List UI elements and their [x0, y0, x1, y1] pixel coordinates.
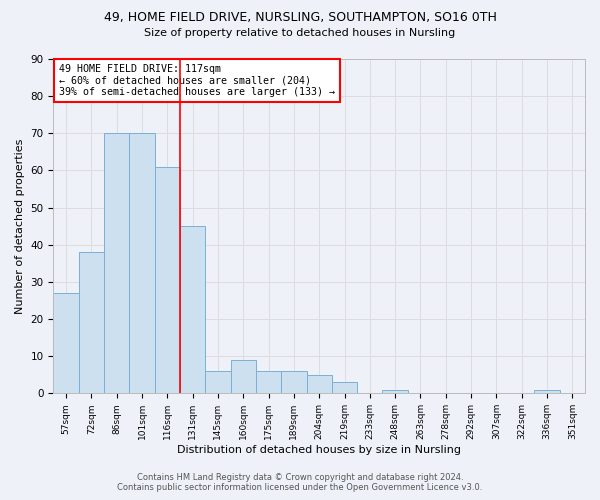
Bar [104, 134, 130, 394]
Bar [230, 360, 256, 394]
Text: Contains HM Land Registry data © Crown copyright and database right 2024.
Contai: Contains HM Land Registry data © Crown c… [118, 473, 482, 492]
Bar [535, 390, 560, 394]
Bar [155, 166, 180, 394]
Bar [205, 371, 230, 394]
Text: 49, HOME FIELD DRIVE, NURSLING, SOUTHAMPTON, SO16 0TH: 49, HOME FIELD DRIVE, NURSLING, SOUTHAMP… [104, 11, 496, 24]
Bar [307, 375, 332, 394]
Bar [180, 226, 205, 394]
Bar [382, 390, 408, 394]
Bar [332, 382, 357, 394]
Bar [281, 371, 307, 394]
Bar [79, 252, 104, 394]
Text: Size of property relative to detached houses in Nursling: Size of property relative to detached ho… [145, 28, 455, 38]
Text: 49 HOME FIELD DRIVE: 117sqm
← 60% of detached houses are smaller (204)
39% of se: 49 HOME FIELD DRIVE: 117sqm ← 60% of det… [59, 64, 335, 97]
Bar [130, 134, 155, 394]
X-axis label: Distribution of detached houses by size in Nursling: Distribution of detached houses by size … [177, 445, 461, 455]
Bar [53, 293, 79, 394]
Y-axis label: Number of detached properties: Number of detached properties [15, 138, 25, 314]
Bar [256, 371, 281, 394]
